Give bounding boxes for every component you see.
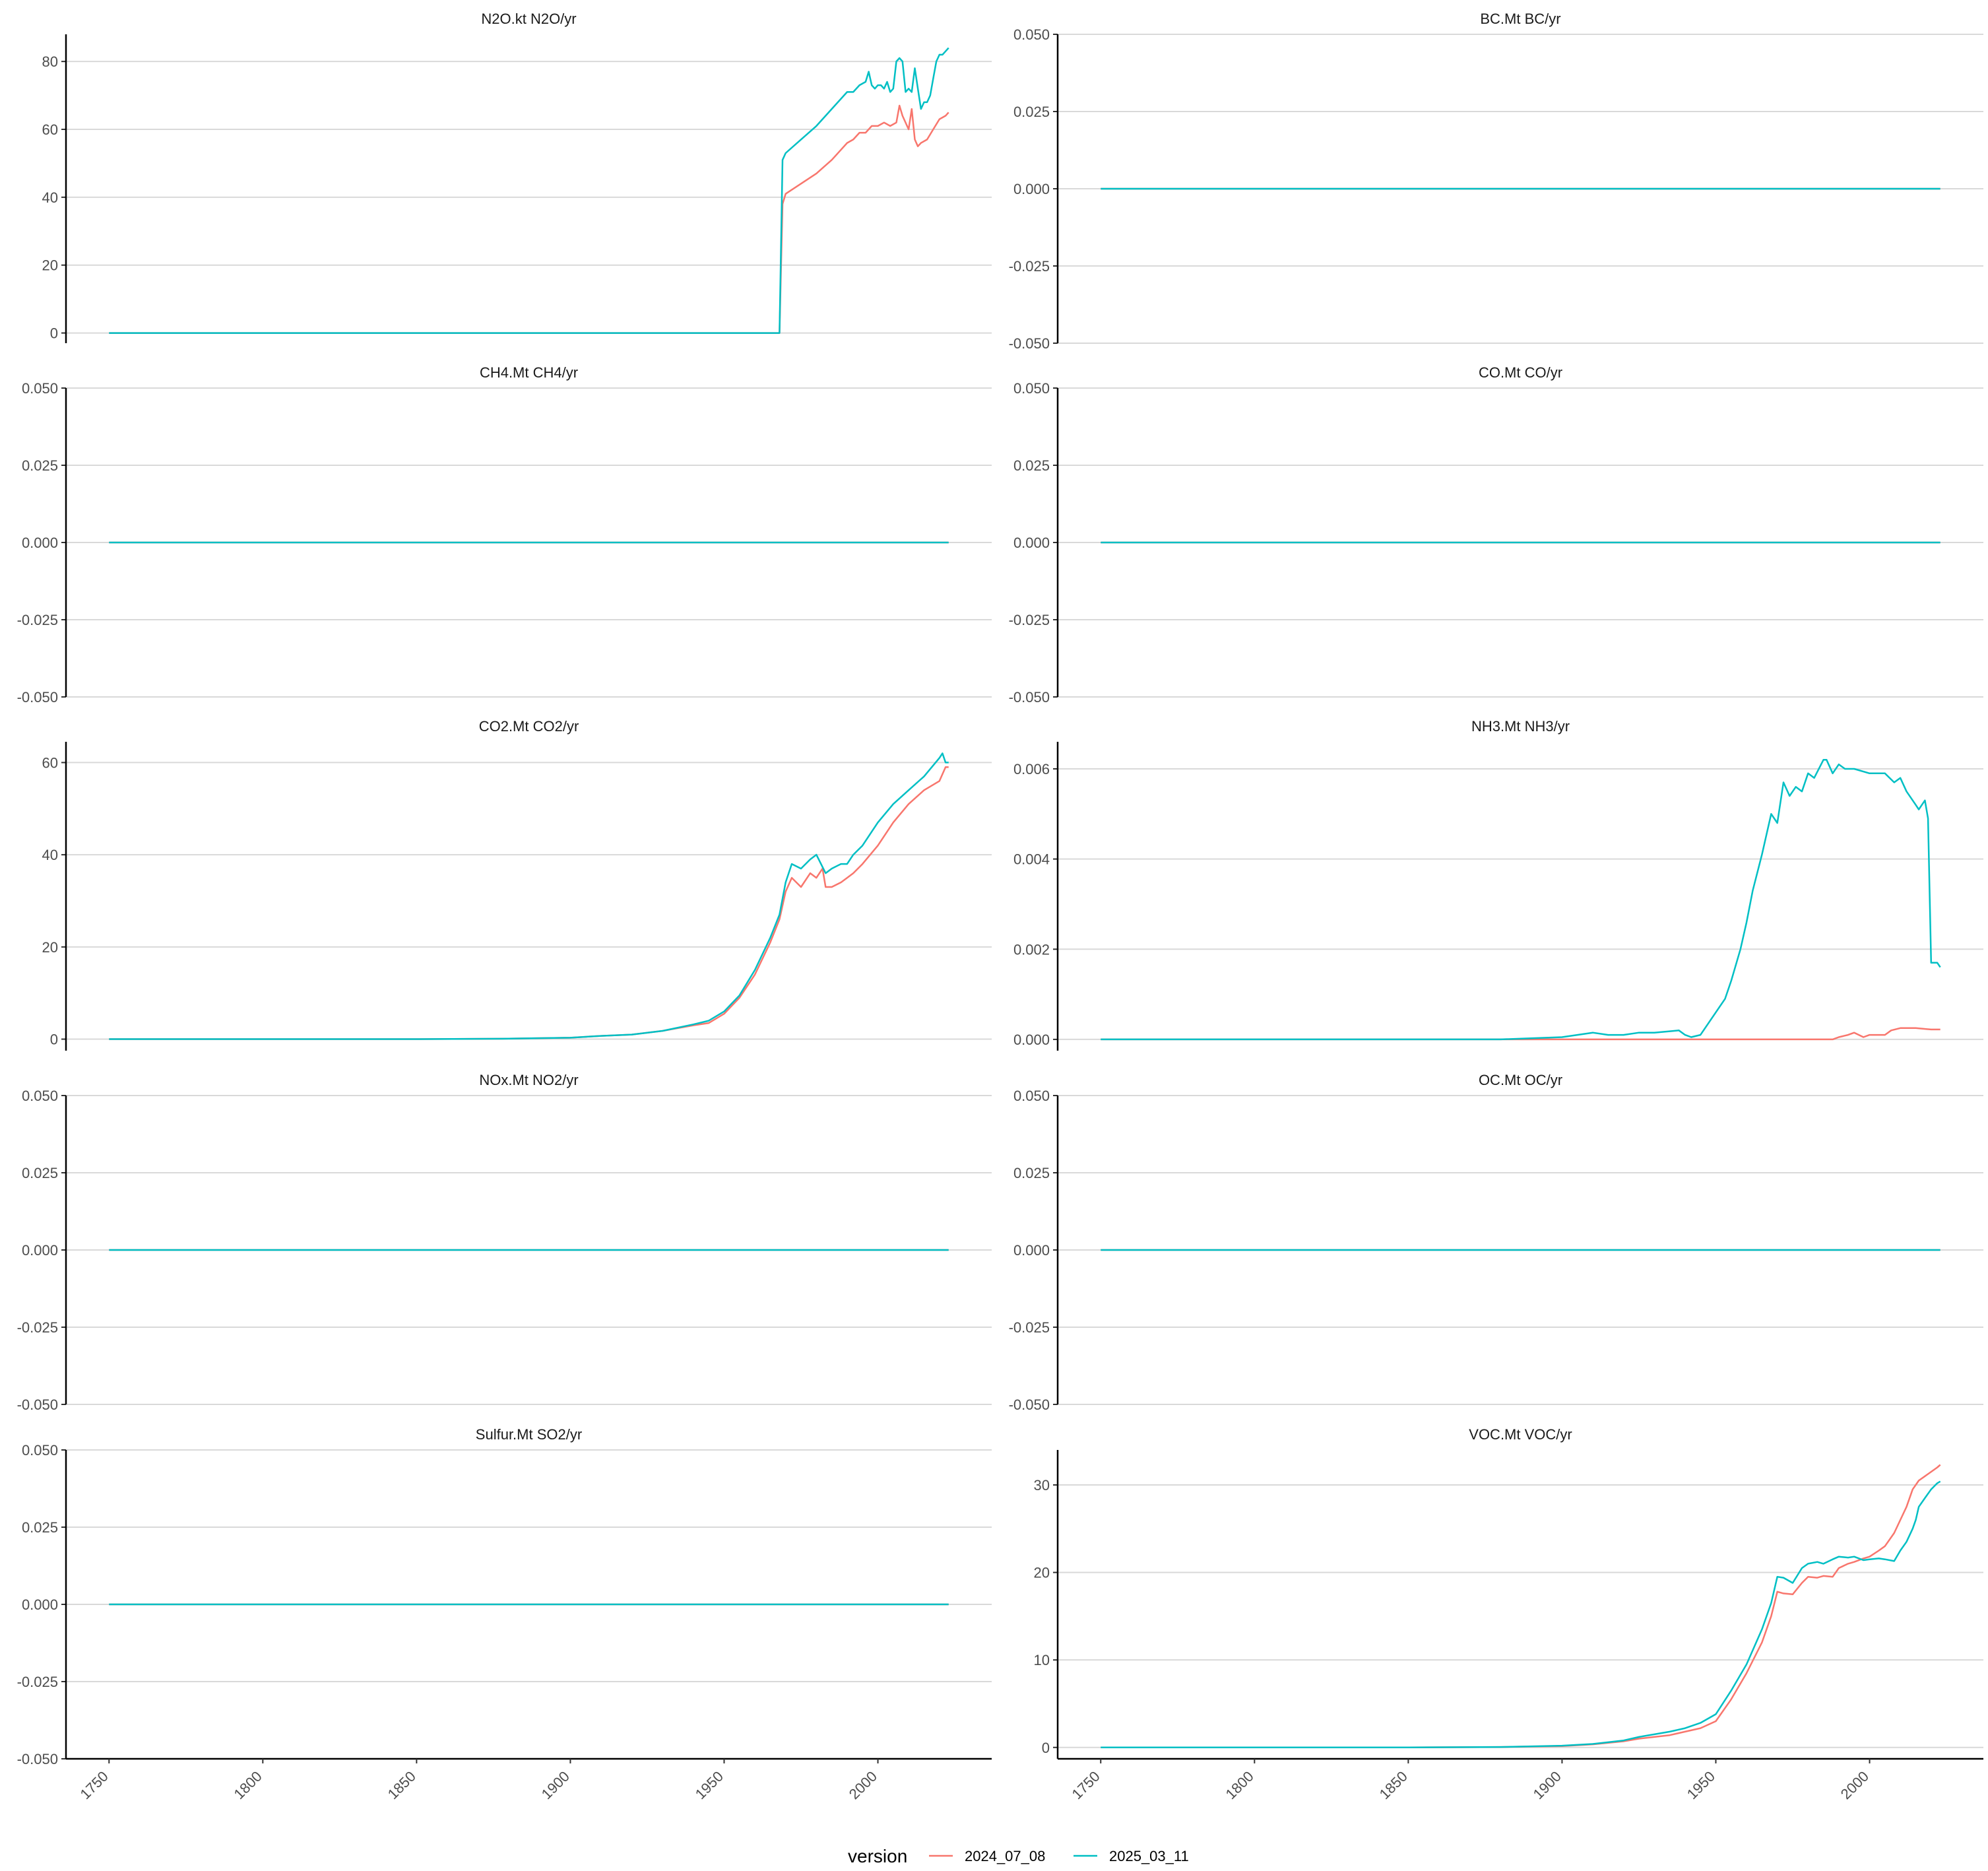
x-tick-label: 1950 <box>692 1768 726 1802</box>
y-tick-label: 0.050 <box>22 1442 58 1459</box>
y-tick-label: 30 <box>1034 1477 1050 1494</box>
panel-1: BC.Mt BC/yr -0.050 -0.025 0.000 0.025 0.050 <box>1009 11 1983 352</box>
y-tick-label: 60 <box>42 121 58 138</box>
y-tick-label: -0.025 <box>17 612 58 628</box>
y-tick-label: 0.000 <box>1013 181 1050 197</box>
series-line-2025_03_11 <box>1101 1480 1941 1749</box>
legend-label-2025-03-11: 2025_03_11 <box>1109 1848 1189 1864</box>
panel-title: BC.Mt BC/yr <box>1480 11 1560 27</box>
y-tick-label: 0.025 <box>1013 457 1050 474</box>
panel-3: CO.Mt CO/yr -0.050 -0.025 0.000 0.025 0.050 <box>1009 364 1983 706</box>
y-tick-label: 20 <box>1034 1565 1050 1581</box>
y-tick-label: 0.050 <box>1013 1088 1050 1104</box>
panel-title: Sulfur.Mt SO2/yr <box>476 1426 582 1443</box>
panel-title: N2O.kt N2O/yr <box>481 11 576 27</box>
legend-label-2024-07-08: 2024_07_08 <box>965 1848 1045 1864</box>
y-tick-label: 40 <box>42 847 58 863</box>
x-tick-label: 2000 <box>1838 1768 1872 1802</box>
panel-title: CO2.Mt CO2/yr <box>479 718 579 735</box>
y-tick-label: -0.025 <box>1009 258 1050 275</box>
y-tick-label: 0.050 <box>22 380 58 397</box>
y-tick-label: -0.025 <box>17 1319 58 1336</box>
y-tick-label: -0.050 <box>17 1751 58 1767</box>
panel-title: VOC.Mt VOC/yr <box>1469 1426 1572 1443</box>
x-tick-label: 1900 <box>1530 1768 1564 1802</box>
series-line-2024_07_08 <box>1101 1027 1940 1041</box>
x-tick-label: 2000 <box>846 1768 880 1802</box>
panel-title: NOx.Mt NO2/yr <box>479 1072 578 1088</box>
panel-title: OC.Mt OC/yr <box>1479 1072 1562 1088</box>
x-tick-label: 1800 <box>231 1768 265 1802</box>
y-tick-label: 10 <box>1034 1652 1050 1668</box>
series-line-2025_03_11 <box>109 47 949 334</box>
y-tick-label: 0.050 <box>22 1088 58 1104</box>
panel-5: NH3.Mt NH3/yr 0.000 0.002 0.004 0.006 <box>1013 718 1983 1051</box>
y-tick-label: 0.000 <box>22 535 58 551</box>
panel-2: CH4.Mt CH4/yr -0.050 -0.025 0.000 0.025 0.050 <box>17 364 992 706</box>
series-line-2024_07_08 <box>1101 1464 1941 1749</box>
y-tick-label: 0.006 <box>1013 761 1050 777</box>
y-tick-label: 0.025 <box>22 1519 58 1536</box>
series-line-2025_03_11 <box>1101 759 1941 1041</box>
y-tick-label: 80 <box>42 53 58 70</box>
panel-title: NH3.Mt NH3/yr <box>1471 718 1570 735</box>
y-tick-label: 40 <box>42 189 58 206</box>
y-tick-label: -0.050 <box>17 1396 58 1413</box>
x-tick-label: 1850 <box>1376 1768 1411 1802</box>
panel-4: CO2.Mt CO2/yr 0 20 40 60 <box>42 718 992 1051</box>
y-tick-label: 0.025 <box>1013 104 1050 120</box>
y-tick-label: -0.050 <box>1009 335 1050 352</box>
x-tick-label: 1750 <box>1068 1768 1103 1802</box>
y-tick-label: 0.000 <box>22 1242 58 1259</box>
y-tick-label: -0.050 <box>1009 1396 1050 1413</box>
y-tick-label: 0.002 <box>1013 941 1050 958</box>
y-tick-label: 0 <box>50 325 58 342</box>
series-line-2024_07_08 <box>109 104 949 334</box>
y-tick-label: 0.000 <box>1013 535 1050 551</box>
y-tick-label: -0.050 <box>1009 689 1050 706</box>
y-tick-label: -0.025 <box>1009 612 1050 628</box>
y-tick-label: 0.050 <box>1013 380 1050 397</box>
y-tick-label: 0.004 <box>1013 851 1050 868</box>
y-tick-label: 0.025 <box>1013 1165 1050 1181</box>
panel-8: Sulfur.Mt SO2/yr -0.050 -0.025 0.000 0.025 0.… <box>17 1426 992 1802</box>
panel-6: NOx.Mt NO2/yr -0.050 -0.025 0.000 0.025 0.050 <box>17 1072 992 1413</box>
x-tick-label: 1950 <box>1684 1768 1718 1802</box>
x-tick-label: 1750 <box>77 1768 111 1802</box>
y-tick-label: 0.000 <box>1013 1032 1050 1048</box>
y-tick-label: 20 <box>42 939 58 956</box>
y-tick-label: -0.025 <box>1009 1319 1050 1336</box>
panel-title: CH4.Mt CH4/yr <box>480 364 578 381</box>
y-tick-label: 0.050 <box>1013 26 1050 43</box>
legend: version 2024_07_08 2025_03_11 <box>848 1846 1189 1866</box>
series-line-2024_07_08 <box>109 766 949 1040</box>
panels: N2O.kt N2O/yr 0 20 40 60 80 BC.Mt BC/yr -0.050 -… <box>17 11 1983 1802</box>
y-tick-label: 0.000 <box>1013 1242 1050 1259</box>
x-tick-label: 1900 <box>538 1768 573 1802</box>
y-tick-label: -0.025 <box>17 1674 58 1690</box>
y-tick-label: 0.025 <box>22 457 58 474</box>
x-tick-label: 1800 <box>1223 1768 1257 1802</box>
y-tick-label: 0 <box>50 1032 58 1048</box>
y-tick-label: 60 <box>42 754 58 771</box>
y-tick-label: 0.025 <box>22 1165 58 1181</box>
panel-0: N2O.kt N2O/yr 0 20 40 60 80 <box>42 11 992 343</box>
y-tick-label: 0.000 <box>22 1596 58 1613</box>
y-tick-label: 20 <box>42 257 58 274</box>
y-tick-label: 0 <box>1042 1740 1050 1756</box>
series-line-2025_03_11 <box>109 752 949 1040</box>
legend-title: version <box>848 1846 907 1866</box>
x-tick-label: 1850 <box>385 1768 419 1802</box>
panel-7: OC.Mt OC/yr -0.050 -0.025 0.000 0.025 0.050 <box>1009 1072 1983 1413</box>
y-tick-label: -0.050 <box>17 689 58 706</box>
panel-title: CO.Mt CO/yr <box>1479 364 1562 381</box>
panel-9: VOC.Mt VOC/yr 0 10 20 30 1750 1800 1850 1900 1950… <box>1034 1426 1983 1802</box>
